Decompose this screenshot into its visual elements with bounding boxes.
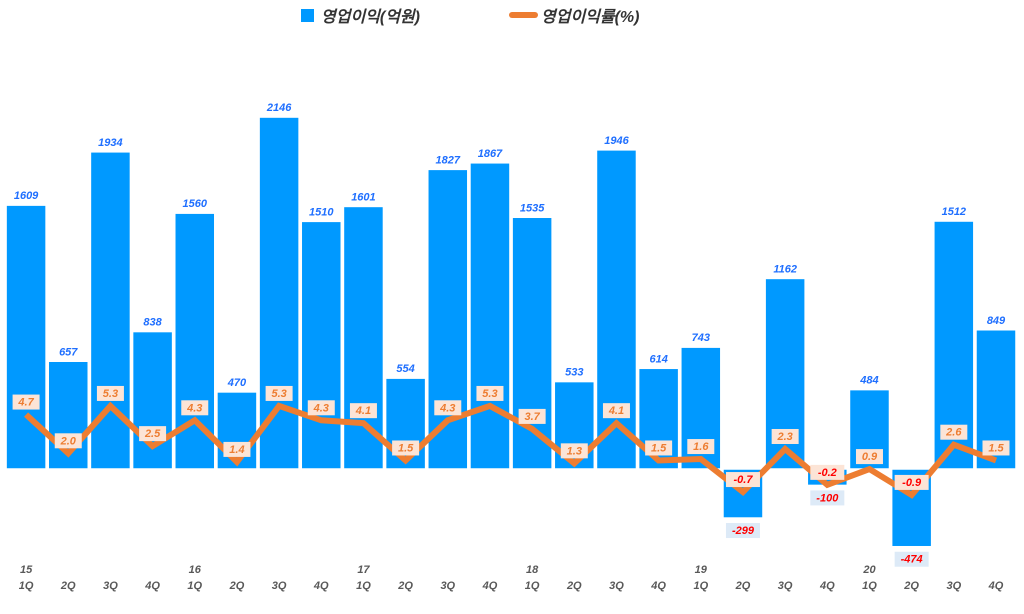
x-quarter-label: 4Q — [988, 580, 1004, 592]
margin-value-label: 4.3 — [186, 402, 202, 414]
margin-value-label: 2.0 — [60, 435, 77, 447]
bar-4Q — [301, 221, 341, 469]
x-quarter-label: 2Q — [735, 580, 751, 592]
bar-value-label: 1601 — [351, 191, 375, 203]
margin-value-label: 4.1 — [608, 405, 624, 417]
bar-value-label: 849 — [987, 315, 1006, 327]
margin-value-label: -0.2 — [818, 467, 837, 479]
x-quarter-label: 1Q — [525, 580, 540, 592]
bar-value-label: -474 — [901, 554, 923, 566]
x-quarter-label: 4Q — [144, 580, 160, 592]
legend-line-label: 영업이익률(%) — [541, 8, 639, 26]
margin-value-label: 1.5 — [398, 442, 414, 454]
x-quarter-label: 3Q — [946, 580, 961, 592]
bar-value-label: 1946 — [604, 135, 629, 147]
bar-value-label: 1560 — [183, 198, 208, 210]
x-quarter-label: 2Q — [397, 580, 413, 592]
bar-value-label: 1934 — [98, 137, 122, 149]
bar-value-label: 1512 — [942, 206, 966, 218]
bar-value-label: -299 — [732, 525, 755, 537]
margin-value-label: 3.7 — [524, 411, 540, 423]
margin-value-label: 5.3 — [482, 388, 497, 400]
margin-value-label: 5.3 — [271, 388, 286, 400]
bar-4Q — [470, 163, 510, 469]
margin-value-label: 4.3 — [313, 402, 329, 414]
margin-value-label: 4.1 — [355, 405, 371, 417]
bar-value-label: 2146 — [266, 102, 292, 114]
legend-bar-swatch — [301, 9, 314, 22]
x-quarter-label: 3Q — [778, 580, 793, 592]
margin-value-label: 1.6 — [693, 441, 709, 453]
bar-value-label: 743 — [692, 332, 710, 344]
margin-value-label: 1.5 — [651, 442, 667, 454]
x-quarter-label: 3Q — [103, 580, 118, 592]
x-quarter-label: 3Q — [272, 580, 287, 592]
x-quarter-label: 2Q — [229, 580, 245, 592]
bar-value-label: 657 — [59, 346, 78, 358]
bar-value-label: 1827 — [436, 154, 461, 166]
bar-value-label: 1867 — [478, 148, 503, 160]
x-quarter-label: 1Q — [693, 580, 708, 592]
x-year-label: 17 — [357, 564, 370, 576]
bar-17-1Q — [343, 206, 383, 469]
x-year-label: 15 — [20, 564, 33, 576]
margin-value-label: -0.7 — [733, 474, 753, 486]
x-quarter-label: 4Q — [819, 580, 835, 592]
x-quarter-label: 1Q — [19, 580, 34, 592]
margin-value-label: -0.9 — [902, 477, 922, 489]
legend-bar-label: 영업이익(억원) — [321, 8, 420, 26]
x-quarter-label: 4Q — [482, 580, 498, 592]
margin-value-label: 2.3 — [776, 431, 792, 443]
bar-value-label: 614 — [649, 353, 667, 365]
x-quarter-label: 4Q — [313, 580, 329, 592]
bar-value-label: 1510 — [309, 206, 334, 218]
x-quarter-label: 4Q — [650, 580, 666, 592]
bar-value-label: -100 — [816, 492, 839, 504]
margin-value-label: 1.4 — [229, 444, 244, 456]
x-quarter-label: 3Q — [609, 580, 624, 592]
x-quarter-label: 3Q — [440, 580, 455, 592]
margin-value-label: 1.3 — [567, 445, 582, 457]
bar-value-label: 554 — [396, 363, 414, 375]
x-year-label: 20 — [862, 564, 876, 576]
x-year-label: 16 — [189, 564, 202, 576]
bar-value-label: 484 — [859, 375, 878, 387]
bar-3Q — [259, 117, 299, 469]
bar-value-label: 1535 — [520, 202, 545, 214]
x-quarter-label: 1Q — [356, 580, 371, 592]
x-quarter-label: 1Q — [862, 580, 877, 592]
x-quarter-label: 2Q — [903, 580, 919, 592]
bar-value-label: 470 — [227, 377, 247, 389]
margin-value-label: 2.6 — [945, 427, 962, 439]
x-year-label: 18 — [526, 564, 539, 576]
bar-value-label: 838 — [143, 317, 162, 329]
margin-value-label: 1.5 — [988, 442, 1004, 454]
margin-value-label: 4.3 — [439, 402, 455, 414]
x-quarter-label: 1Q — [187, 580, 202, 592]
x-year-label: 19 — [695, 564, 708, 576]
x-quarter-label: 2Q — [60, 580, 76, 592]
legend: 영업이익(억원) 영업이익률(%) — [301, 8, 639, 26]
margin-value-label: 2.5 — [144, 428, 161, 440]
margin-value-label: 0.9 — [862, 451, 878, 463]
bar-value-label: 533 — [565, 367, 583, 379]
margin-value-label: 5.3 — [103, 388, 118, 400]
x-quarter-label: 2Q — [566, 580, 582, 592]
bar-value-label: 1162 — [773, 263, 797, 275]
bar-value-label: 1609 — [14, 190, 39, 202]
margin-value-label: 4.7 — [17, 397, 34, 409]
